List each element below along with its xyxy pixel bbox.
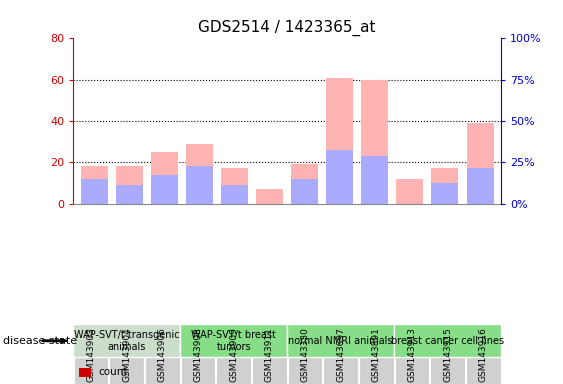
Text: GSM143891: GSM143891 <box>372 327 381 382</box>
Bar <box>221 169 248 204</box>
Text: GSM143697: GSM143697 <box>336 327 345 382</box>
Bar <box>256 189 283 204</box>
Text: normal NMRI animals: normal NMRI animals <box>288 336 393 346</box>
Text: GSM143915: GSM143915 <box>443 327 452 382</box>
Text: breast cancer cell lines: breast cancer cell lines <box>391 336 504 346</box>
Text: GSM143903: GSM143903 <box>87 327 96 382</box>
Bar <box>81 166 108 204</box>
Bar <box>116 166 143 204</box>
Bar <box>186 166 213 204</box>
Bar <box>221 185 248 204</box>
Text: GSM143916: GSM143916 <box>479 327 488 382</box>
Bar <box>361 80 388 204</box>
Bar <box>326 78 353 204</box>
Title: GDS2514 / 1423365_at: GDS2514 / 1423365_at <box>198 20 376 36</box>
Bar <box>151 152 178 204</box>
Text: GSM143906: GSM143906 <box>158 327 167 382</box>
Bar <box>116 185 143 204</box>
Bar <box>291 179 318 204</box>
Text: disease state: disease state <box>3 336 77 346</box>
Bar <box>186 144 213 204</box>
Text: GSM143908: GSM143908 <box>194 327 203 382</box>
Bar <box>81 179 108 204</box>
Bar <box>431 169 458 204</box>
Bar <box>326 150 353 204</box>
Bar <box>431 183 458 204</box>
Text: GSM143909: GSM143909 <box>229 327 238 382</box>
Text: count: count <box>98 367 127 377</box>
Text: GSM143904: GSM143904 <box>122 327 131 382</box>
Text: GSM143911: GSM143911 <box>265 327 274 382</box>
Bar <box>396 179 423 204</box>
Bar <box>467 123 494 204</box>
Text: WAP-SVT/t transgenic
animals: WAP-SVT/t transgenic animals <box>74 330 180 352</box>
Text: GSM143330: GSM143330 <box>301 327 310 382</box>
Bar <box>151 175 178 204</box>
Bar <box>467 169 494 204</box>
Text: GSM143913: GSM143913 <box>408 327 417 382</box>
Text: WAP-SVT/t breast
tumors: WAP-SVT/t breast tumors <box>191 330 276 352</box>
Bar <box>361 156 388 204</box>
Bar <box>291 164 318 204</box>
